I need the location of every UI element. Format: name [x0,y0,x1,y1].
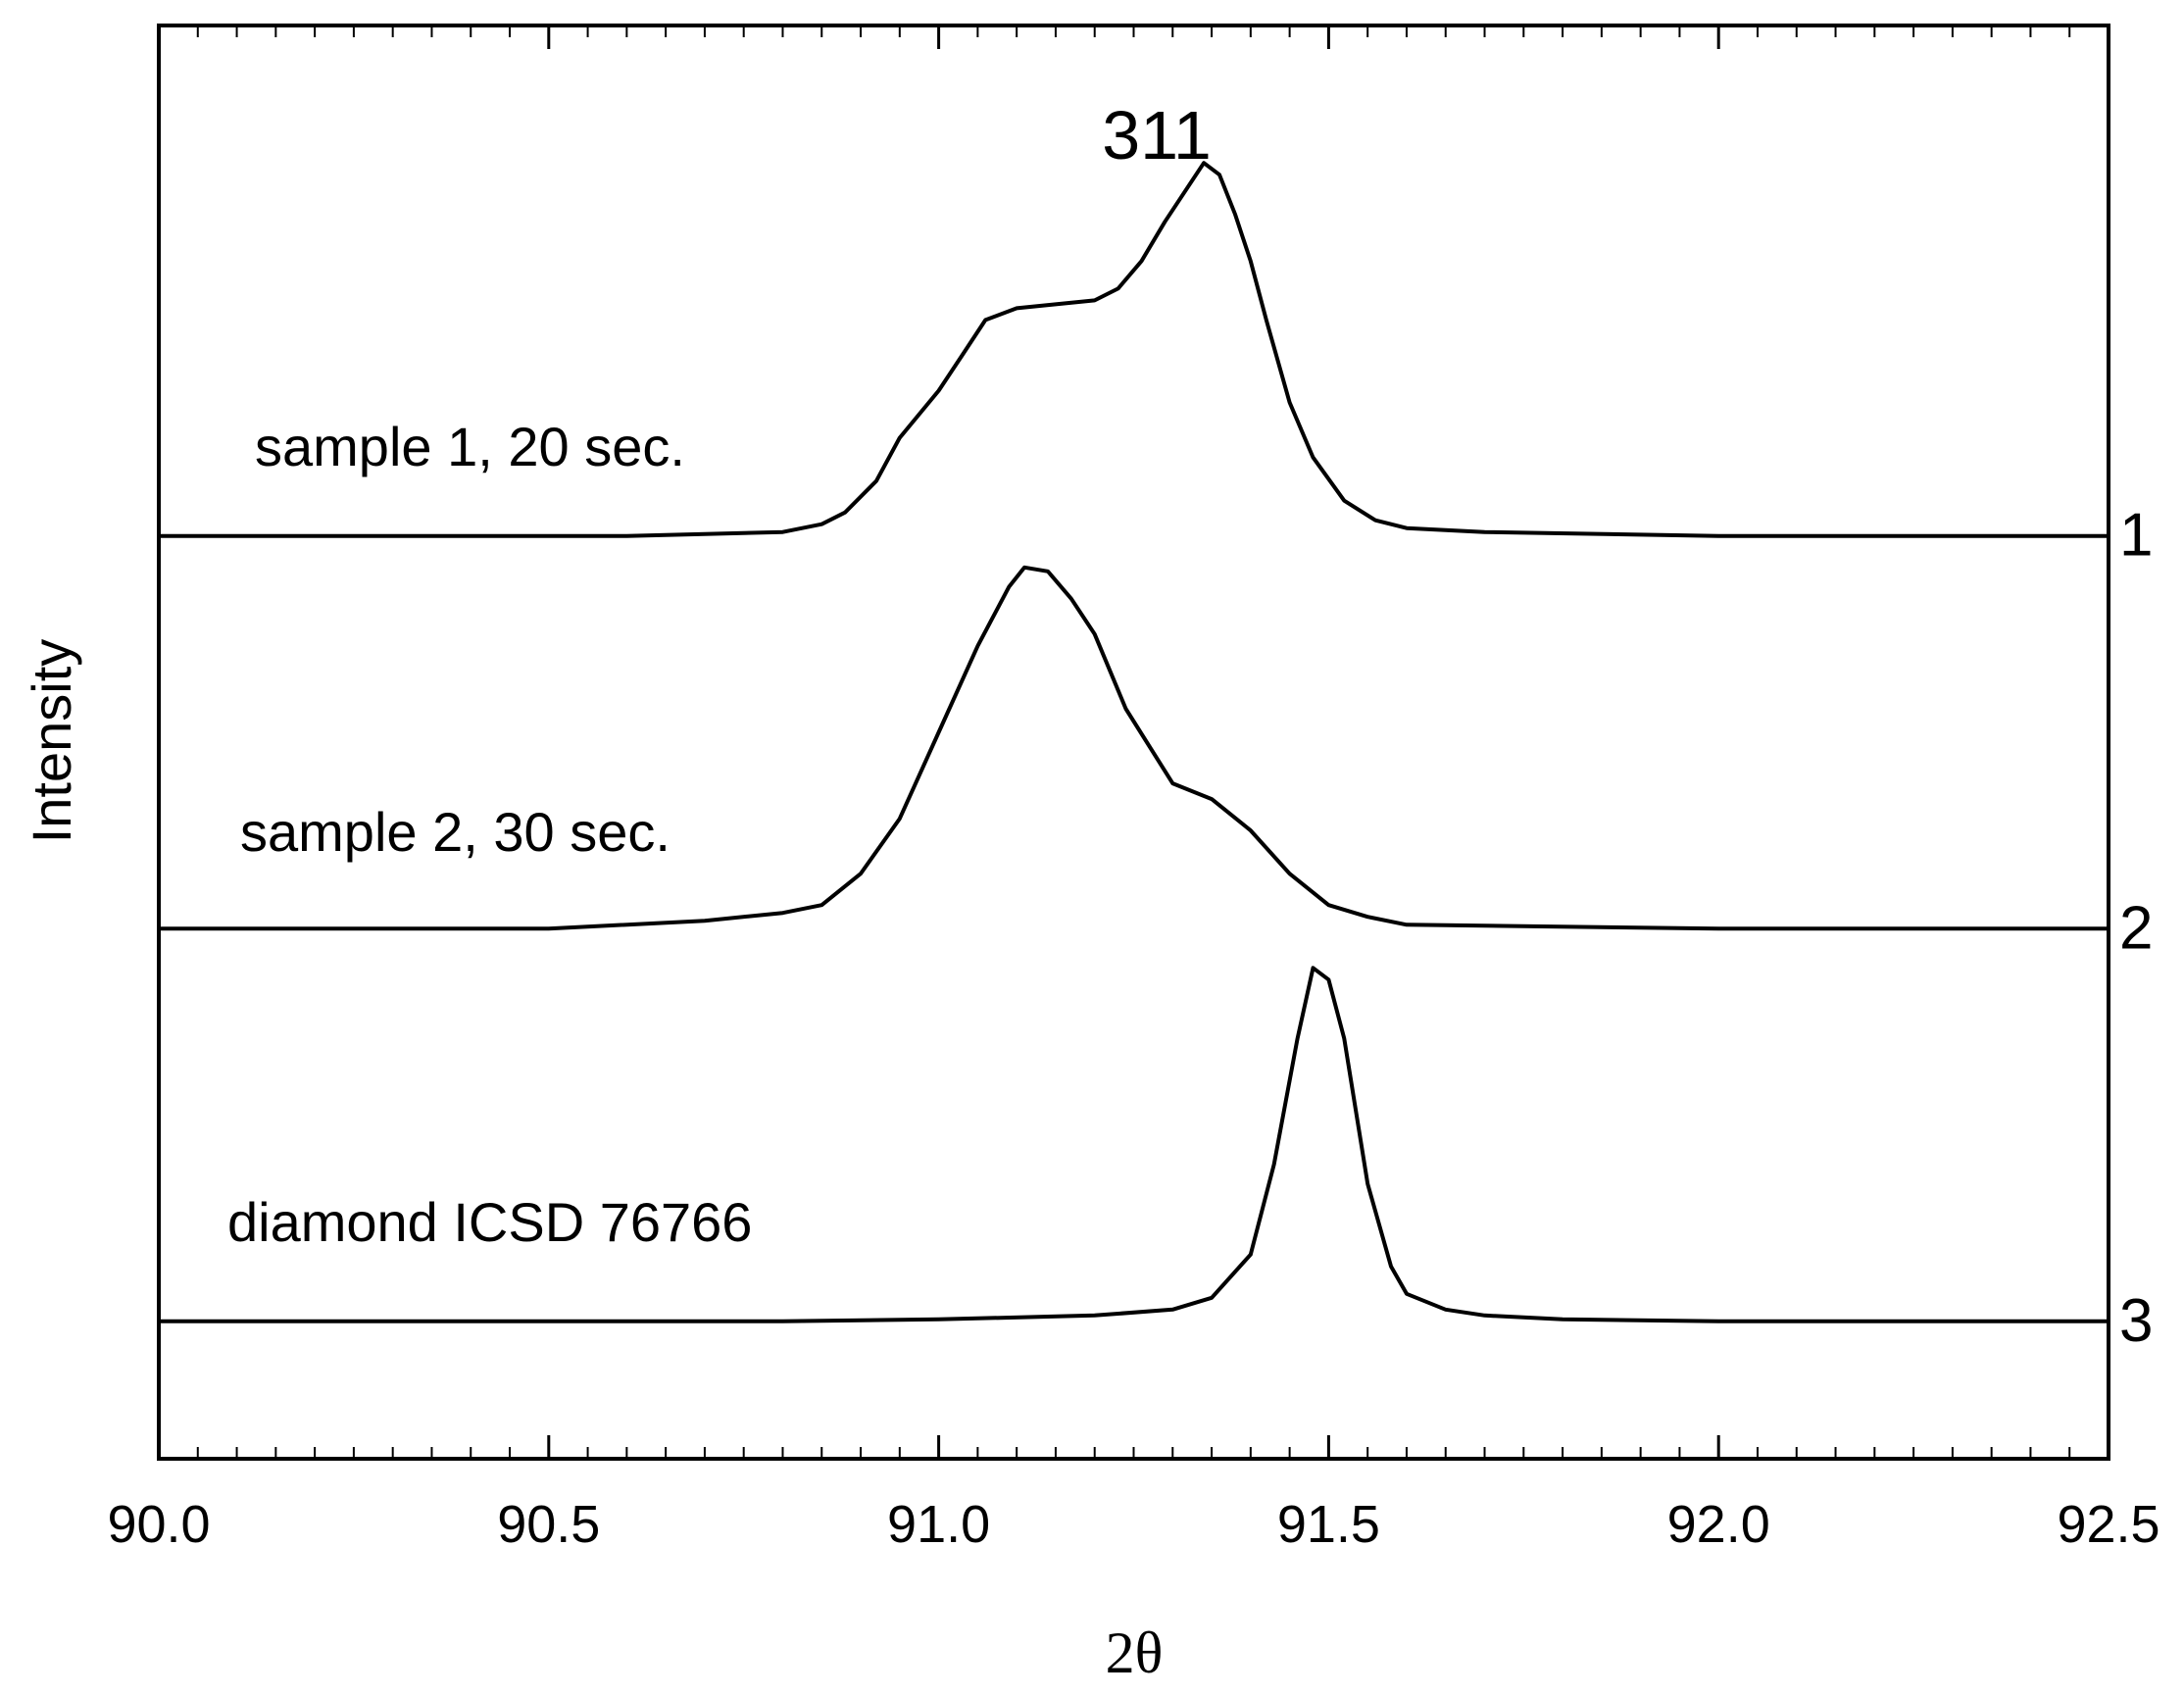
offset-label: 1 [2119,502,2153,570]
series-lines [159,161,2109,1323]
x-tick-label: 90.0 [107,1495,210,1554]
x-tick-labels: 90.0 90.5 91.0 91.5 92.0 92.5 [107,1495,2159,1554]
x-tick-label: 91.5 [1277,1495,1380,1554]
series-name-label: sample 1, 20 sec. [255,416,685,477]
series-line [159,565,2109,931]
major-ticks [157,25,2110,1459]
offset-label: 2 [2119,894,2153,962]
x-axis-label: 2θ [1106,1621,1164,1685]
series-line [159,161,2109,538]
x-tick-label: 92.5 [2057,1495,2159,1554]
x-tick-label: 92.0 [1667,1495,1770,1554]
x-tick-label: 90.5 [497,1495,600,1554]
offset-label: 3 [2119,1287,2153,1355]
chart-title: 311 [1102,97,1212,174]
y-axis-label: Intensity [21,639,82,844]
series-name-label: diamond ICSD 76766 [227,1191,752,1253]
series-line [159,966,2109,1323]
series-labels: sample 1, 20 sec. sample 2, 30 sec. diamon… [227,416,752,1253]
offset-labels: 1 2 3 [2119,502,2153,1355]
x-tick-label: 91.0 [887,1495,990,1554]
series-name-label: sample 2, 30 sec. [240,801,670,863]
